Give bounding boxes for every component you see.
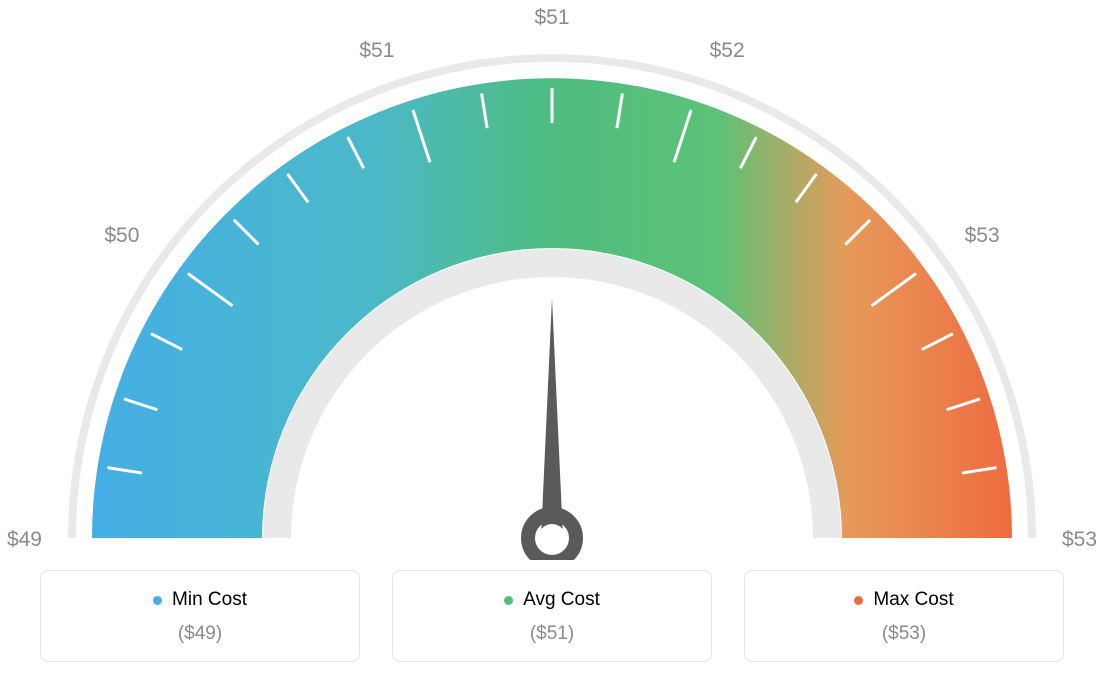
min-value: ($49) [41,623,359,645]
svg-text:$51: $51 [534,6,569,29]
svg-text:$52: $52 [710,39,745,62]
svg-text:$50: $50 [104,224,139,247]
min-label: Min Cost [172,589,247,611]
cost-gauge-chart: $49 $50 $51 $51 $52 $53 $53 [0,0,1104,560]
avg-dot [504,596,513,605]
legend-card-avg: Avg Cost ($51) [392,570,712,662]
svg-text:$51: $51 [359,39,394,62]
max-label: Max Cost [873,589,953,611]
min-dot [153,596,162,605]
legend-card-max: Max Cost ($53) [744,570,1064,662]
avg-value: ($51) [393,623,711,645]
svg-text:$53: $53 [965,224,1000,247]
svg-text:$49: $49 [7,528,42,551]
legend-row: Min Cost ($49) Avg Cost ($51) Max Cost (… [0,570,1104,662]
svg-text:$53: $53 [1062,528,1097,551]
max-value: ($53) [745,623,1063,645]
legend-card-min: Min Cost ($49) [40,570,360,662]
avg-label: Avg Cost [523,589,600,611]
max-dot [854,596,863,605]
